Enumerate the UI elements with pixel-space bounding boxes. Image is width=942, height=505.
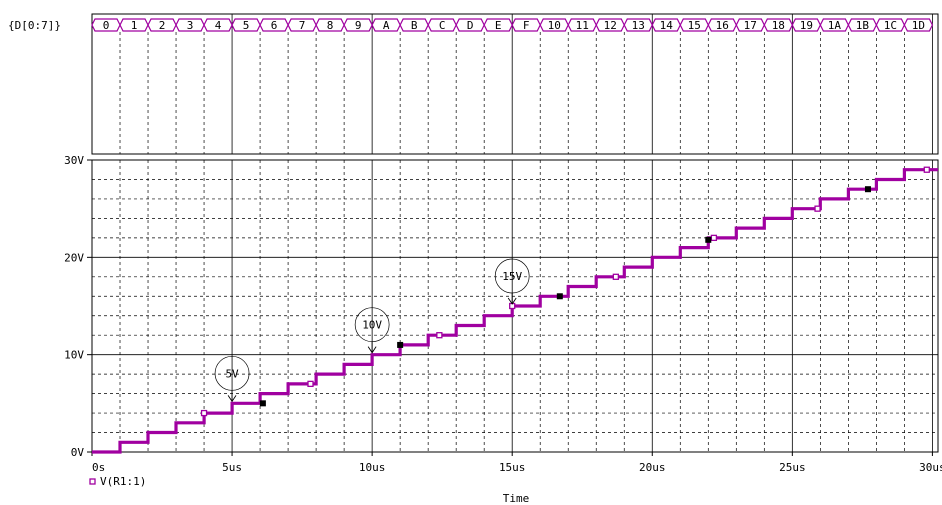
cursor-point xyxy=(397,341,404,348)
bus-value-label: 3 xyxy=(187,19,194,32)
y-tick-label: 10V xyxy=(64,349,84,362)
bus-value-label: 0 xyxy=(103,19,110,32)
bus-value-label: 17 xyxy=(744,19,757,32)
x-tick-label: 30us xyxy=(919,461,942,474)
digital-bus-panel: {D[0:7]} 0 1 2 3 4 5 6 7 8 9 A B C D E F 10 11 12 13 14 15 16 1… xyxy=(8,13,939,155)
bus-value-label: 12 xyxy=(604,19,617,32)
bus-value-label: D xyxy=(467,19,474,32)
bus-value-label: 1A xyxy=(828,19,842,32)
cursor-points xyxy=(259,186,871,407)
bus-value-label: 19 xyxy=(800,19,813,32)
bus-value-cell xyxy=(903,18,934,32)
bus-value-label: 7 xyxy=(299,19,306,32)
analog-plot-panel: 0V 10V 20V 30V 0s 5us 10us 15us 20us 25us 30us 5V… xyxy=(64,154,942,474)
annotation-arrowhead xyxy=(367,346,377,354)
annotation-arrowhead xyxy=(507,297,517,305)
annotation-circle xyxy=(494,258,530,294)
legend-marker-icon xyxy=(89,478,96,485)
digital-panel-frame xyxy=(91,13,939,155)
bus-value-label: 14 xyxy=(660,19,674,32)
cursor-point xyxy=(259,400,266,407)
bus-value-label: E xyxy=(495,19,502,32)
bus-signal-label: {D[0:7]} xyxy=(8,19,61,32)
bus-value-label: 18 xyxy=(772,19,785,32)
bus-gridlines xyxy=(119,14,933,154)
x-tick-label: 5us xyxy=(222,461,242,474)
bus-value-label: 11 xyxy=(576,19,589,32)
bus-value-label: 1 xyxy=(131,19,138,32)
series-marker xyxy=(612,273,619,280)
cursor-point xyxy=(864,186,871,193)
bus-value-label: 13 xyxy=(632,19,645,32)
bus-value-label: F xyxy=(523,19,530,32)
x-tick-label: 20us xyxy=(639,461,666,474)
annotation-label: 10V xyxy=(362,319,382,332)
annotation-label: 5V xyxy=(225,367,239,380)
bus-value-label: 10 xyxy=(548,19,561,32)
bus-value-cells: 0 1 2 3 4 5 6 7 8 9 A B C D E F 10 11 12 13 14 15 16 17 18 19 1A 1B… xyxy=(91,18,934,32)
legend-series-label: V(R1:1) xyxy=(100,475,146,488)
x-tick-label: 0s xyxy=(92,461,105,474)
series-v-r1 xyxy=(92,168,938,454)
bus-value-label: C xyxy=(439,19,446,32)
annotation-circle xyxy=(214,355,250,391)
bus-value-label: 5 xyxy=(243,19,250,32)
bus-value-label: 15 xyxy=(688,19,701,32)
y-axis-ticks: 0V 10V 20V 30V xyxy=(64,154,92,459)
series-markers xyxy=(200,166,930,417)
annotation-circle xyxy=(354,307,390,343)
cursor-point xyxy=(705,236,712,243)
bus-value-label: 6 xyxy=(271,19,278,32)
cursor-point xyxy=(556,293,563,300)
bus-value-label: B xyxy=(411,19,418,32)
series-marker xyxy=(710,234,718,242)
bus-value-label: 1D xyxy=(912,19,925,32)
voltage-annotations: 5V 10V 15V xyxy=(214,258,530,403)
bus-value-label: 9 xyxy=(355,19,362,32)
x-tick-label: 15us xyxy=(499,461,526,474)
bus-value-label: 4 xyxy=(215,19,222,32)
x-tick-label: 10us xyxy=(359,461,386,474)
y-tick-label: 30V xyxy=(64,154,84,167)
x-axis-label: Time xyxy=(503,492,530,505)
y-tick-label: 20V xyxy=(64,251,84,264)
series-line-v-r1 xyxy=(92,168,938,454)
series-marker xyxy=(923,166,930,173)
series-marker xyxy=(200,409,208,417)
x-tick-label: 25us xyxy=(779,461,806,474)
bus-value-label: 8 xyxy=(327,19,334,32)
annotation-arrowhead xyxy=(227,395,237,403)
bus-value-label: 2 xyxy=(159,19,166,32)
series-marker xyxy=(436,332,443,339)
y-tick-label: 0V xyxy=(71,446,85,459)
x-axis-ticks: 0s 5us 10us 15us 20us 25us 30us xyxy=(91,452,942,474)
bus-value-label: 1C xyxy=(884,19,897,32)
bus-value-label: 16 xyxy=(716,19,729,32)
annotation-label: 15V xyxy=(502,270,522,283)
series-marker xyxy=(814,205,821,212)
series-marker xyxy=(307,380,314,388)
plot-area-frame xyxy=(91,159,939,453)
bus-value-label: 1B xyxy=(856,19,870,32)
legend: V(R1:1) xyxy=(89,475,146,488)
bus-value-label: A xyxy=(383,19,390,32)
